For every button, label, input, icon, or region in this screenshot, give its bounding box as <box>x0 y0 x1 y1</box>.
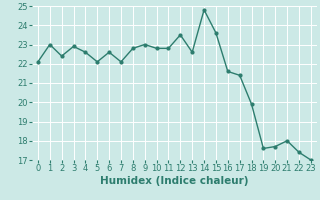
X-axis label: Humidex (Indice chaleur): Humidex (Indice chaleur) <box>100 176 249 186</box>
